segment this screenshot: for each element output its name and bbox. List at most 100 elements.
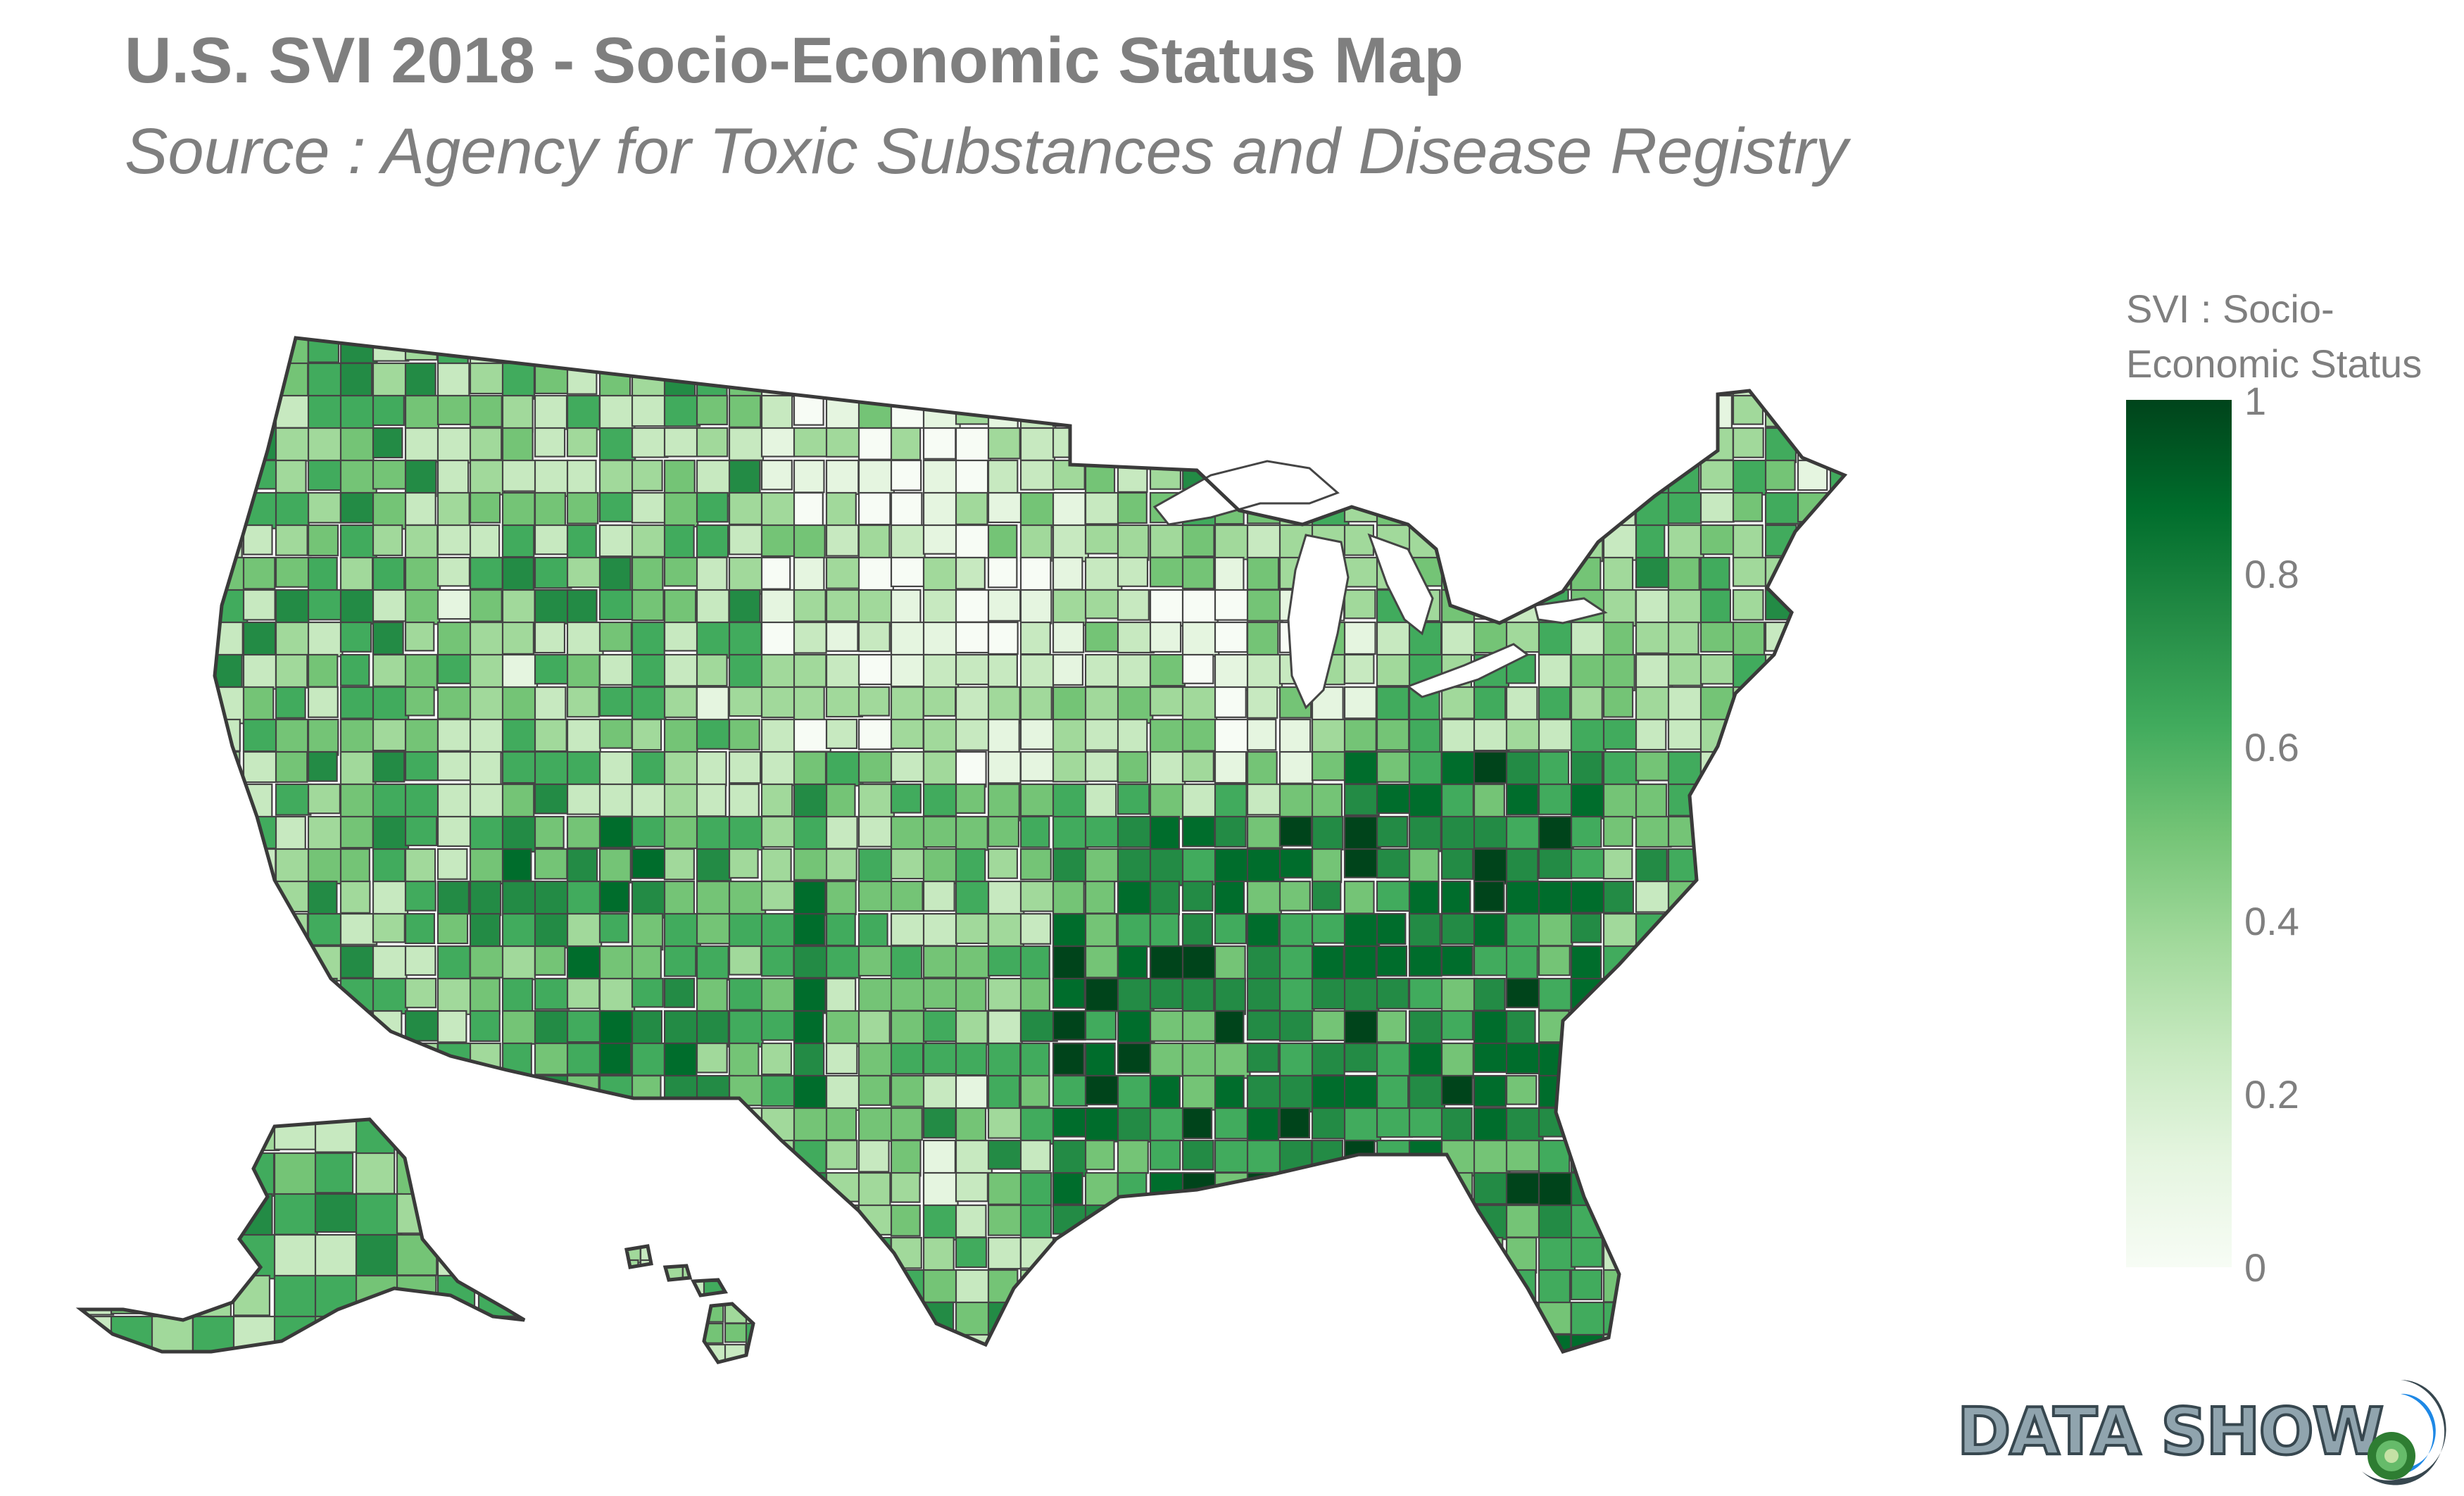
county-cell: [1797, 1333, 1830, 1352]
county-cell: [1311, 848, 1343, 884]
county-cell: [598, 1269, 631, 1305]
county-cell: [793, 1236, 826, 1271]
county-cell: [1052, 1042, 1085, 1076]
county-cell: [404, 1301, 439, 1333]
county-cell: [598, 621, 632, 652]
county-cell: [1181, 783, 1217, 822]
county-cell: [760, 338, 792, 364]
county-cell: [760, 1171, 798, 1209]
county-cell: [696, 491, 729, 523]
county-cell: [857, 912, 888, 951]
county-cell: [534, 653, 569, 685]
county-cell: [404, 589, 441, 625]
county-cell: [639, 1280, 662, 1304]
county-cell: [1440, 1333, 1476, 1352]
county-cell: [242, 653, 277, 690]
county-cell: [242, 524, 273, 555]
county-cell: [469, 1010, 501, 1042]
county-cell: [1084, 589, 1123, 620]
county-cell: [1117, 589, 1150, 621]
county-cell: [566, 653, 601, 689]
county-cell: [477, 1315, 517, 1352]
county-cell: [1181, 848, 1218, 886]
county-cell: [728, 653, 765, 690]
county-cell: [1311, 394, 1347, 432]
county-cell: [372, 394, 405, 427]
county-cell: [1181, 427, 1213, 460]
county-cell: [1602, 1139, 1637, 1173]
county-cell: [1829, 621, 1844, 653]
county-cell: [1667, 524, 1704, 560]
county-cell: [663, 1010, 700, 1047]
county-cell: [1214, 1107, 1251, 1140]
county-cell: [857, 524, 891, 559]
county-cell: [1732, 815, 1765, 852]
county-cell: [890, 491, 923, 528]
county-cell: [1829, 977, 1844, 1009]
county-cell: [275, 491, 310, 528]
county-cell: [1699, 1139, 1737, 1174]
county-cell: [631, 1139, 669, 1176]
county-cell: [1019, 362, 1054, 399]
county-cell: [760, 1333, 792, 1352]
county-cell: [631, 848, 669, 879]
county-cell: [1473, 427, 1510, 464]
county-cell: [1570, 1074, 1607, 1111]
county-cell: [397, 1357, 439, 1397]
county-cell: [1473, 1074, 1507, 1107]
county-cell: [1602, 686, 1634, 718]
county-cell: [242, 427, 281, 461]
county-cell: [215, 1139, 249, 1174]
county-cell: [215, 589, 249, 625]
county-cell: [1311, 977, 1348, 1010]
county-cell: [1117, 686, 1154, 724]
county-cell: [152, 1357, 191, 1400]
county-cell: [1376, 653, 1412, 687]
county-cell: [1570, 848, 1605, 879]
county-cell: [1473, 815, 1511, 849]
county-cell: [534, 912, 570, 949]
county-cell: [1635, 880, 1673, 913]
county-cell: [518, 1315, 524, 1352]
county-cell: [1570, 338, 1607, 363]
county-cell: [234, 1357, 271, 1402]
county-cell: [598, 459, 634, 497]
county-cell: [1052, 1010, 1086, 1041]
county-cell: [372, 491, 410, 530]
county-cell: [1052, 815, 1089, 850]
county-cell: [857, 1269, 895, 1307]
county-cell: [681, 1246, 707, 1262]
county-cell: [987, 394, 1019, 432]
county-cell: [793, 686, 825, 722]
county-cell: [793, 394, 824, 426]
county-cell: [566, 338, 604, 364]
county-cell: [1214, 1074, 1245, 1113]
county-cell: [631, 880, 669, 919]
county-cell: [793, 1301, 831, 1338]
county-cell: [242, 362, 275, 399]
county-cell: [404, 815, 438, 847]
county-cell: [1635, 1042, 1668, 1079]
county-cell: [1408, 1010, 1442, 1048]
county-cell: [501, 880, 540, 916]
county-cell: [1635, 556, 1672, 589]
county-cell: [1764, 1236, 1798, 1274]
county-cell: [1635, 1204, 1671, 1241]
county-cell: [436, 1193, 480, 1239]
county-cell: [1343, 912, 1381, 948]
county-cell: [987, 912, 1024, 950]
county-cell: [275, 1357, 320, 1394]
county-cell: [1376, 621, 1413, 659]
county-cell: [598, 1171, 629, 1209]
county-cell: [1052, 621, 1085, 653]
county-cell: [760, 459, 793, 491]
county-cell: [1440, 1204, 1473, 1236]
county-cell: [275, 459, 307, 497]
county-cell: [70, 1357, 109, 1401]
county-cell: [1343, 783, 1380, 817]
county-cell: [631, 815, 666, 848]
county-cell: [404, 848, 436, 886]
county-cell: [598, 491, 634, 522]
county-cell: [1246, 750, 1278, 788]
county-cell: [566, 1301, 598, 1338]
